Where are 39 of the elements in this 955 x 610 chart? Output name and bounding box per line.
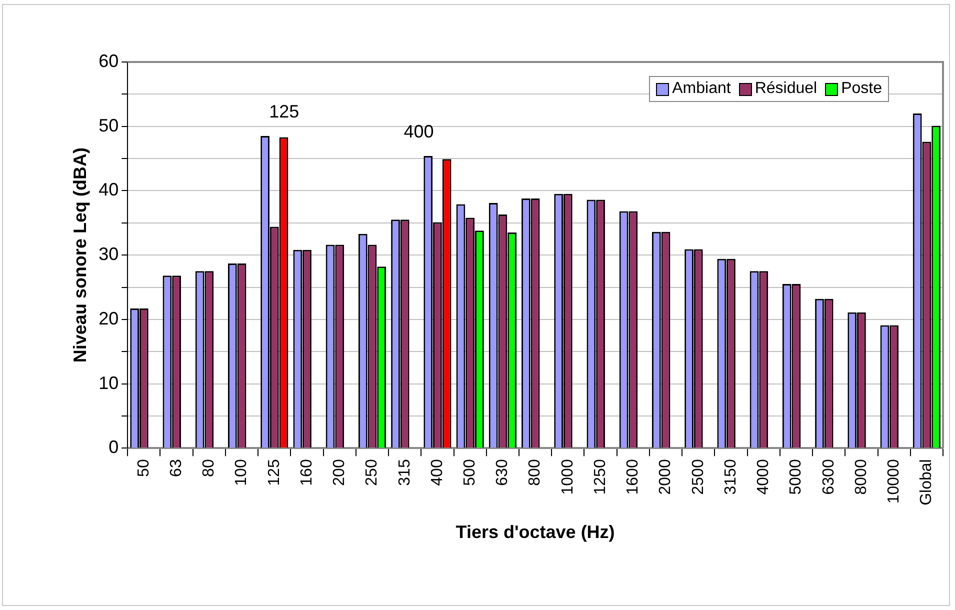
y-axis-title: Niveau sonore Leq (dBA) [70,148,90,363]
x-tick-label: 630 [494,459,512,486]
legend-label: Ambiant [672,80,731,98]
x-tick-label: 200 [331,459,348,486]
y-tick-label: 0 [108,437,119,458]
x-tick-label: 250 [364,459,381,486]
x-tick-label: 1600 [624,459,642,495]
x-tick-label: 125 [266,459,283,486]
y-tick-label: 60 [98,50,119,71]
annotation: 125 [269,102,300,122]
x-tick-label: 315 [396,459,414,486]
x-tick-label: 10000 [885,459,902,504]
x-tick-label: 80 [200,459,218,477]
x-tick-label: 400 [428,459,446,486]
x-tick-label: 160 [298,459,316,486]
x-axis-title: Tiers d'octave (Hz) [456,522,615,542]
x-tick-label: 2500 [690,459,707,495]
x-tick-label: 8000 [852,459,870,495]
x-tick-label: 4000 [755,459,772,495]
x-tick-label: 6300 [820,459,838,495]
x-tick-label: 500 [461,459,478,486]
x-tick-label: 1250 [592,459,609,495]
x-tick-label: 63 [168,459,185,477]
x-tick-label: 800 [526,459,544,486]
y-tick-label: 10 [98,372,119,393]
y-tick-label: 50 [98,115,119,136]
x-tick-label: Global [918,459,936,506]
legend-label: Poste [841,80,882,98]
annotation: 400 [404,122,434,142]
x-tick-label: 1000 [559,459,576,495]
x-tick-label: 50 [135,459,152,477]
y-tick-label: 30 [98,244,119,264]
x-tick-label: 100 [233,459,250,486]
y-tick-label: 40 [98,180,119,200]
y-tick-label: 20 [98,308,119,328]
x-tick-label: 2000 [657,459,674,495]
x-tick-label: 5000 [788,459,805,495]
legend-label: Résiduel [754,80,818,98]
x-tick-label: 3150 [722,459,740,495]
